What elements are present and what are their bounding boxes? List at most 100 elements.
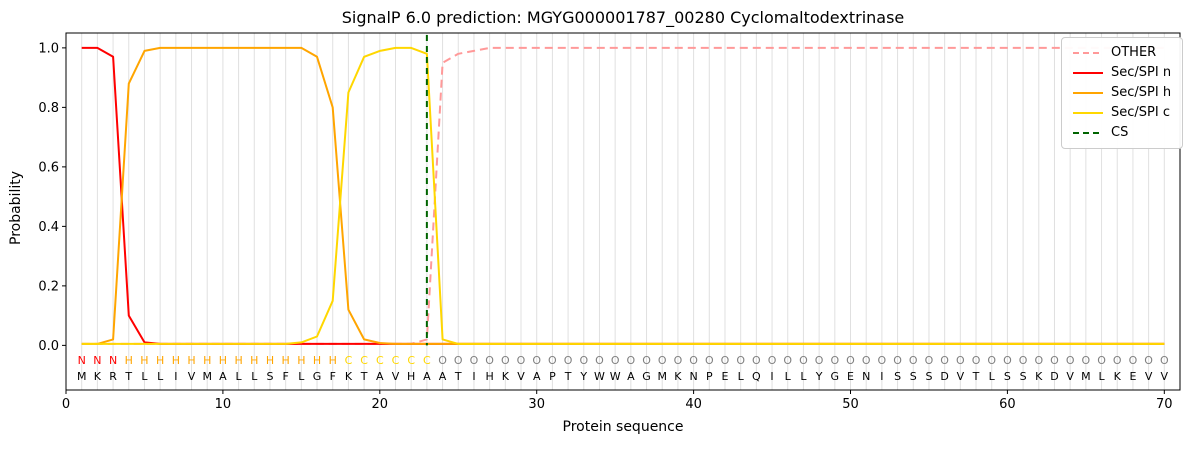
residue-letter: L: [785, 370, 792, 383]
region-label: H: [313, 354, 321, 367]
series-sec-spi-c: [81, 46, 1165, 345]
residue-letter: W: [610, 370, 621, 383]
region-label: N: [78, 354, 86, 367]
x-tick-label: 10: [215, 397, 232, 412]
region-label: O: [972, 354, 981, 367]
series-lines: [81, 35, 1165, 346]
residue-letter: Y: [815, 370, 823, 383]
residue-letter: M: [1081, 370, 1091, 383]
region-label: O: [705, 354, 714, 367]
region-label: O: [1003, 354, 1012, 367]
region-label: O: [564, 354, 573, 367]
residue-letter: V: [1145, 370, 1153, 383]
legend-line-sample: [1073, 112, 1103, 114]
residue-letter: L: [298, 370, 305, 383]
legend-line-sample: [1073, 92, 1103, 94]
residue-letter: V: [957, 370, 965, 383]
region-label: O: [721, 354, 730, 367]
series-other: [81, 46, 1165, 345]
region-label: H: [172, 354, 180, 367]
y-tick-label: 1.0: [38, 41, 59, 56]
legend-label: Sec/SPI n: [1111, 65, 1172, 80]
legend-item-sec-spi-n: Sec/SPI n: [1073, 66, 1171, 80]
region-label: H: [329, 354, 337, 367]
residue-letter: H: [407, 370, 415, 383]
region-label: O: [799, 354, 808, 367]
region-label: O: [1144, 354, 1153, 367]
residue-letter: L: [251, 370, 258, 383]
residue-letter: K: [674, 370, 682, 383]
region-label: H: [156, 354, 164, 367]
region-label: O: [862, 354, 871, 367]
region-label: N: [93, 354, 101, 367]
legend-line-sample: [1073, 72, 1103, 74]
residue-letter: D: [940, 370, 948, 383]
residue-letter: L: [1098, 370, 1105, 383]
legend-line-sample: [1073, 52, 1103, 54]
residue-letter: N: [689, 370, 697, 383]
chart-title: SignalP 6.0 prediction: MGYG000001787_00…: [341, 8, 905, 27]
residue-letter: S: [910, 370, 917, 383]
region-label: O: [517, 354, 526, 367]
x-axis-label: Protein sequence: [562, 419, 684, 435]
region-label: C: [345, 354, 353, 367]
region-label: O: [1160, 354, 1169, 367]
region-label: H: [219, 354, 227, 367]
region-label: H: [297, 354, 305, 367]
region-label: O: [1082, 354, 1091, 367]
residue-letter: K: [1035, 370, 1043, 383]
legend-item-sec-spi-h: Sec/SPI h: [1073, 86, 1171, 100]
y-tick-label: 0.2: [38, 279, 59, 294]
region-label: O: [1034, 354, 1043, 367]
axis-ticks: 0 10 20 30 40 50 60 70 0.0 0.2 0.4 0.6 0.8 1.0: [38, 41, 1172, 412]
residue-letter: M: [657, 370, 667, 383]
residue-letter: A: [439, 370, 447, 383]
residue-letter: G: [313, 370, 322, 383]
region-label: O: [830, 354, 839, 367]
residue-letter: A: [627, 370, 635, 383]
residue-letter: T: [972, 370, 980, 383]
x-tick-label: 60: [999, 397, 1016, 412]
residue-letter: V: [517, 370, 525, 383]
region-label: O: [768, 354, 777, 367]
x-tick-label: 70: [1156, 397, 1173, 412]
region-label: C: [392, 354, 400, 367]
residue-letter: S: [1004, 370, 1011, 383]
residue-letter: S: [266, 370, 273, 383]
region-label: O: [548, 354, 557, 367]
residue-letter: A: [533, 370, 541, 383]
residue-letter: A: [376, 370, 384, 383]
region-label: O: [658, 354, 667, 367]
region-label: H: [266, 354, 274, 367]
region-label: O: [674, 354, 683, 367]
residue-letter: L: [989, 370, 996, 383]
x-tick-label: 50: [842, 397, 859, 412]
residue-letter: T: [124, 370, 132, 383]
region-label: H: [282, 354, 290, 367]
residue-letter: T: [454, 370, 462, 383]
residue-letter: I: [770, 370, 773, 383]
region-label: O: [878, 354, 887, 367]
region-label: C: [423, 354, 431, 367]
legend: OTHER Sec/SPI n Sec/SPI h Sec/SPI c CS: [1061, 37, 1184, 149]
residue-letter: V: [1066, 370, 1074, 383]
region-label: O: [595, 354, 604, 367]
residue-letter: P: [706, 370, 713, 383]
legend-label: CS: [1111, 125, 1129, 140]
y-tick-label: 0.0: [38, 339, 59, 354]
residue-letter: D: [1050, 370, 1058, 383]
residue-letter: V: [392, 370, 400, 383]
residue-letter: I: [174, 370, 177, 383]
region-label: O: [752, 354, 761, 367]
region-label: H: [203, 354, 211, 367]
region-label: O: [1050, 354, 1059, 367]
region-label: O: [579, 354, 588, 367]
region-label: O: [438, 354, 447, 367]
region-label: O: [893, 354, 902, 367]
legend-item-other: OTHER: [1073, 46, 1171, 60]
region-label: H: [125, 354, 133, 367]
x-tick-label: 20: [372, 397, 389, 412]
